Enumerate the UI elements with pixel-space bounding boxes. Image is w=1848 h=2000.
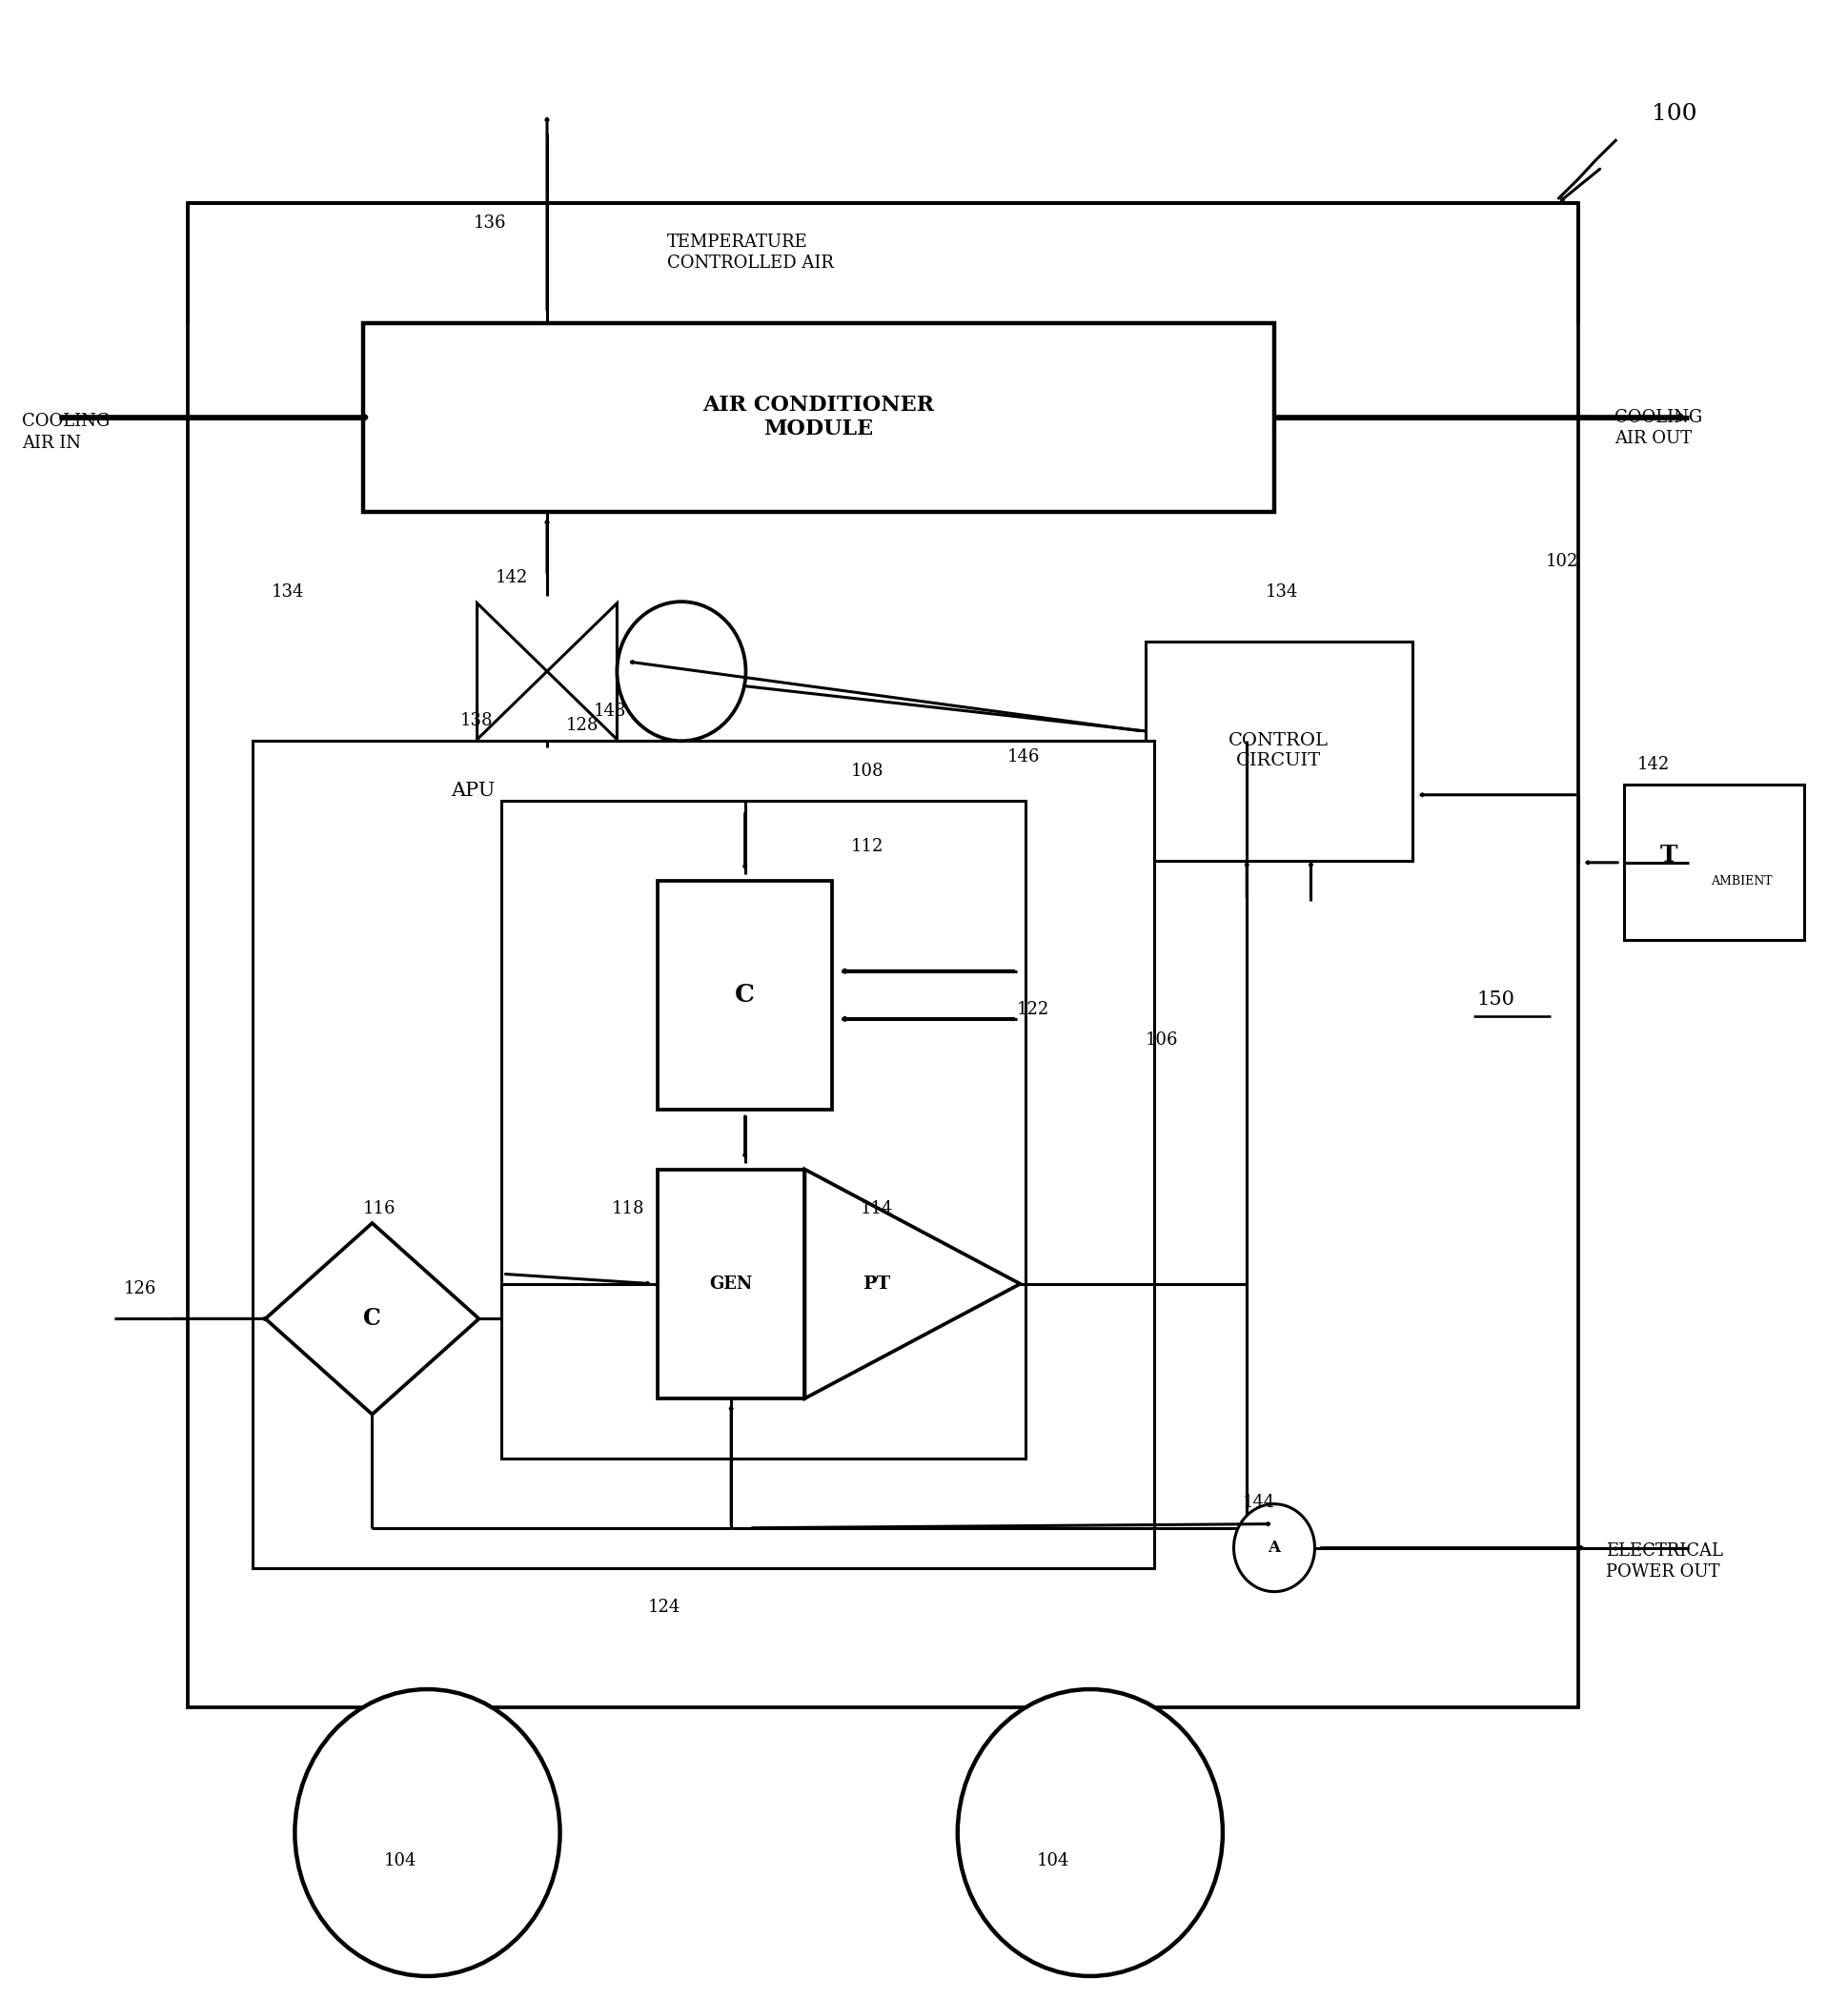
Text: 102: 102 bbox=[1545, 554, 1576, 570]
Bar bbox=[658, 880, 832, 1110]
Text: AIR CONDITIONER
MODULE: AIR CONDITIONER MODULE bbox=[702, 394, 933, 440]
Text: AMBIENT: AMBIENT bbox=[1709, 874, 1770, 888]
Text: 134: 134 bbox=[1264, 584, 1297, 600]
Text: 142: 142 bbox=[495, 570, 529, 586]
Text: 104: 104 bbox=[383, 1852, 416, 1870]
Polygon shape bbox=[804, 1170, 1020, 1398]
Bar bbox=[501, 800, 1026, 1458]
Text: 148: 148 bbox=[593, 702, 625, 720]
Text: COOLING
AIR OUT: COOLING AIR OUT bbox=[1613, 410, 1702, 448]
Text: 134: 134 bbox=[272, 584, 303, 600]
Text: 124: 124 bbox=[649, 1598, 680, 1616]
Bar bbox=[1623, 784, 1804, 940]
Text: 128: 128 bbox=[565, 716, 599, 734]
Text: 112: 112 bbox=[850, 838, 883, 856]
Polygon shape bbox=[477, 604, 547, 740]
Text: 150: 150 bbox=[1477, 990, 1514, 1010]
Text: APU: APU bbox=[451, 782, 495, 800]
Text: 118: 118 bbox=[612, 1200, 645, 1218]
Bar bbox=[253, 742, 1153, 1568]
Bar bbox=[1144, 642, 1412, 860]
Text: TEMPERATURE
CONTROLLED AIR: TEMPERATURE CONTROLLED AIR bbox=[667, 234, 833, 272]
Text: 144: 144 bbox=[1242, 1494, 1275, 1510]
Text: 146: 146 bbox=[1007, 748, 1040, 766]
Polygon shape bbox=[547, 604, 617, 740]
Text: 126: 126 bbox=[124, 1280, 157, 1298]
Text: 104: 104 bbox=[1037, 1852, 1070, 1870]
Text: CONTROL
CIRCUIT: CONTROL CIRCUIT bbox=[1229, 732, 1329, 770]
Text: 100: 100 bbox=[1650, 102, 1696, 124]
Circle shape bbox=[957, 1690, 1222, 1976]
Text: 122: 122 bbox=[1016, 1002, 1048, 1018]
Text: 142: 142 bbox=[1635, 756, 1669, 774]
Text: 106: 106 bbox=[1144, 1032, 1177, 1048]
Text: 136: 136 bbox=[473, 214, 506, 232]
Text: C: C bbox=[736, 984, 754, 1006]
Bar bbox=[658, 1170, 804, 1398]
Text: 114: 114 bbox=[859, 1200, 893, 1218]
Text: PT: PT bbox=[863, 1276, 891, 1292]
Text: A: A bbox=[1268, 1540, 1281, 1556]
Text: 116: 116 bbox=[362, 1200, 395, 1218]
Text: C: C bbox=[362, 1308, 381, 1330]
Text: 108: 108 bbox=[850, 762, 883, 780]
Text: 138: 138 bbox=[460, 712, 493, 730]
Circle shape bbox=[294, 1690, 560, 1976]
Circle shape bbox=[617, 602, 745, 740]
Bar bbox=[362, 322, 1273, 512]
Text: GEN: GEN bbox=[710, 1276, 752, 1292]
Polygon shape bbox=[266, 1224, 479, 1414]
Text: T: T bbox=[1660, 844, 1678, 866]
Circle shape bbox=[1233, 1504, 1314, 1592]
Text: COOLING
AIR IN: COOLING AIR IN bbox=[22, 414, 111, 452]
Bar bbox=[188, 204, 1576, 1708]
Text: ELECTRICAL
POWER OUT: ELECTRICAL POWER OUT bbox=[1604, 1542, 1722, 1580]
